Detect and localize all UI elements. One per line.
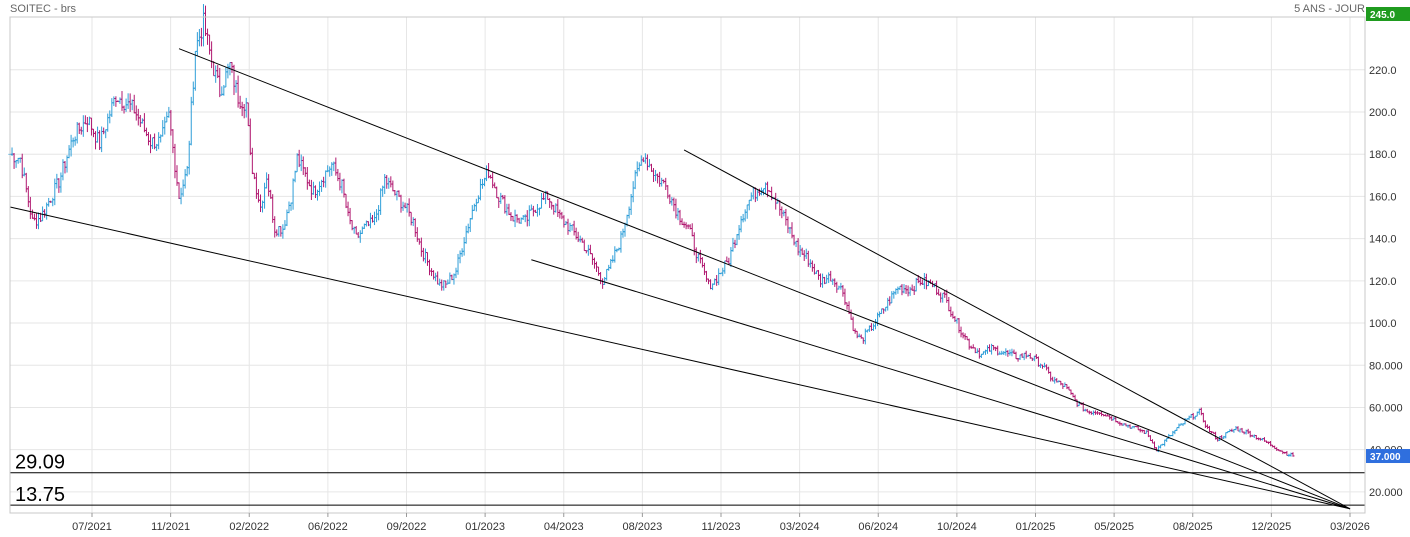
- x-tick-label: 06/2022: [308, 521, 348, 533]
- y-tick-label: 140.0: [1369, 234, 1397, 246]
- y-tick-label: 220.0: [1369, 65, 1397, 77]
- trendlines: [9, 48, 1351, 510]
- y-tick-label: 160.0: [1369, 191, 1397, 203]
- axes: 20.00040.00060.00080.000100.0120.0140.01…: [9, 7, 1410, 533]
- trendline: [683, 149, 1351, 510]
- chart-title: SOITEC - brs: [10, 3, 77, 15]
- x-tick-label: 01/2023: [465, 521, 505, 533]
- x-tick-label: 07/2021: [72, 521, 112, 533]
- horizontal-level-label: 29.09: [15, 452, 65, 474]
- y-tick-label: 120.0: [1369, 276, 1397, 288]
- y-tick-label: 100.0: [1369, 318, 1397, 330]
- x-tick-label: 12/2025: [1251, 521, 1291, 533]
- candlesticks: [8, 4, 1295, 457]
- y-tick-label: 80.000: [1369, 360, 1403, 372]
- x-tick-label: 03/2026: [1330, 521, 1370, 533]
- x-tick-label: 04/2023: [544, 521, 584, 533]
- last-price-tag: [1366, 449, 1410, 464]
- y-tick-label: 180.0: [1369, 149, 1397, 161]
- x-tick-label: 11/2021: [151, 521, 190, 533]
- y-tick-label: 200.0: [1369, 107, 1397, 119]
- x-tick-label: 06/2024: [858, 521, 898, 533]
- x-tick-label: 08/2025: [1173, 521, 1213, 533]
- horizontal-level-label: 13.75: [15, 484, 65, 506]
- x-tick-label: 09/2022: [387, 521, 427, 533]
- x-tick-label: 05/2025: [1094, 521, 1134, 533]
- trendline: [178, 48, 1351, 510]
- y-tick-label: 20.000: [1369, 487, 1403, 499]
- x-tick-label: 03/2024: [780, 521, 820, 533]
- period-selector[interactable]: 5 ANS - JOUR: [1294, 3, 1365, 15]
- x-tick-label: 08/2023: [622, 521, 662, 533]
- horizontal-levels: 29.09 13.75: [10, 452, 1365, 506]
- x-tick-label: 10/2024: [937, 521, 977, 533]
- trendline: [9, 206, 1351, 510]
- high-price-tag: [1366, 7, 1410, 21]
- x-tick-label: 01/2025: [1016, 521, 1056, 533]
- last-price-label: 37.000: [1370, 452, 1401, 463]
- y-tick-label: 60.000: [1369, 402, 1403, 414]
- x-tick-label: 11/2023: [702, 521, 741, 533]
- grid: [10, 17, 1365, 513]
- trendline: [531, 259, 1351, 510]
- plot-border: [9, 16, 1366, 514]
- x-tick-label: 02/2022: [229, 521, 269, 533]
- high-price-label: 245.0: [1370, 10, 1395, 21]
